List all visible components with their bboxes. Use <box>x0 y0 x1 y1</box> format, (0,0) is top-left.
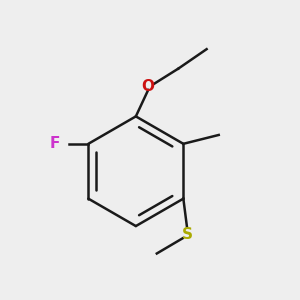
Text: S: S <box>182 226 192 242</box>
Text: F: F <box>50 136 60 151</box>
Text: O: O <box>142 79 155 94</box>
